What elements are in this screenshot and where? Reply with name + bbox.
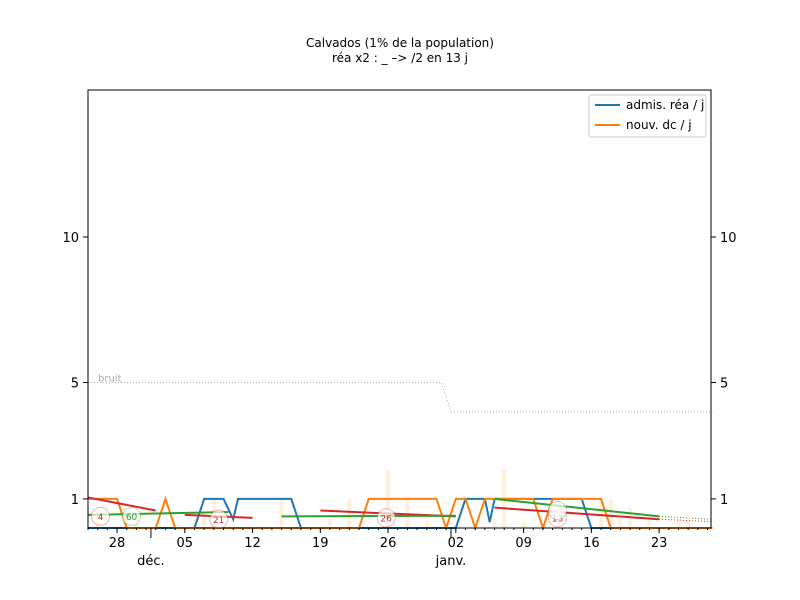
trend-extension-1 <box>659 515 713 520</box>
daily-bar <box>647 519 652 528</box>
legend-label-dc: nouv. dc / j <box>626 118 692 132</box>
x-tick-label: 09 <box>515 536 532 551</box>
trend-line-6 <box>494 497 660 518</box>
x-tick-label: 26 <box>380 536 397 551</box>
x-tick-label: 12 <box>244 536 261 551</box>
x-tick-label: 02 <box>448 536 465 551</box>
x-tick-label: 05 <box>177 536 194 551</box>
daily-bar <box>608 498 613 528</box>
x-tick-label: 23 <box>651 536 668 551</box>
x-month-label: déc. <box>137 554 165 569</box>
trend-line-3 <box>494 506 660 521</box>
daily-bar <box>676 519 681 528</box>
y-tick-label-right: 10 <box>720 231 737 246</box>
legend: admis. réa / j nouv. dc / j <box>588 94 707 138</box>
annotation-bubble <box>547 501 567 521</box>
plot-area: bruit460212613 <box>87 374 713 532</box>
y-tick-label-right: 5 <box>720 377 728 392</box>
annotation-label: 4 <box>98 513 104 523</box>
chart-title: Calvados (1% de la population) <box>306 36 494 50</box>
daily-bar <box>328 519 332 528</box>
trend-line-4 <box>87 510 229 516</box>
annotation-bubble <box>376 508 396 528</box>
y-tick-label-left: 10 <box>62 231 79 246</box>
daily-bar <box>618 519 623 528</box>
daily-bar <box>521 522 526 528</box>
x-tick-label: 16 <box>583 536 600 551</box>
daily-bar <box>424 519 429 528</box>
x-tick-label: 19 <box>312 536 329 551</box>
y-tick-label-left: 1 <box>71 493 79 508</box>
daily-bar <box>202 513 207 528</box>
y-tick-label-left: 5 <box>71 377 79 392</box>
annotation-bubble <box>122 506 142 526</box>
trend-line-5 <box>281 514 456 518</box>
daily-bar <box>347 498 352 528</box>
daily-bar <box>599 498 604 528</box>
noise-line <box>88 382 713 413</box>
y-tick-label-right: 1 <box>720 493 728 508</box>
annotation-label: 21 <box>213 516 224 526</box>
daily-bar <box>279 498 284 528</box>
noise-label: bruit <box>98 374 122 385</box>
trend-line-0 <box>87 496 156 512</box>
annotation-label: 26 <box>380 514 392 524</box>
legend-label-rea: admis. réa / j <box>626 98 704 112</box>
annotation-label: 60 <box>126 513 138 523</box>
series-line-1 <box>88 495 713 532</box>
chart-subtitle: réa x2 : _ –> /2 en 13 j <box>332 51 468 65</box>
daily-bar <box>686 519 691 528</box>
plot-frame <box>87 89 712 529</box>
trend-extension-0 <box>659 518 713 523</box>
daily-bar <box>492 519 497 528</box>
x-tick-label: 28 <box>109 536 126 551</box>
x-month-label: janv. <box>435 554 467 569</box>
annotation-bubble <box>91 506 111 526</box>
daily-bar <box>192 519 197 528</box>
